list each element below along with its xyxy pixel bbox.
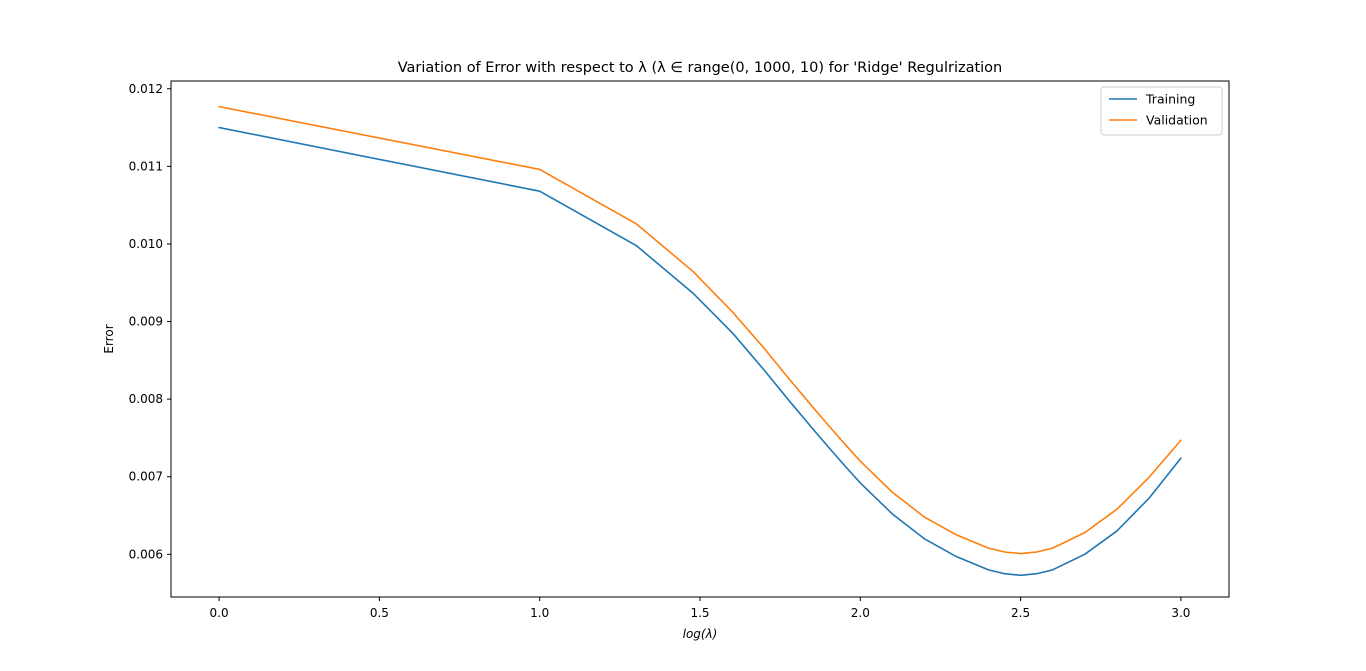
- y-tick-label: 0.007: [129, 470, 163, 484]
- x-axis-ticks: 0.0 0.5 1.0 1.5 2.0 2.5 3.0: [210, 597, 1190, 620]
- y-tick-label: 0.012: [129, 82, 163, 96]
- x-tick-label: 0.5: [370, 606, 389, 620]
- y-axis-ticks: 0.006 0.007 0.008 0.009 0.010 0.011 0.012: [129, 82, 171, 561]
- legend: Training Validation: [1100, 86, 1223, 136]
- x-tick-label: 3.0: [1171, 606, 1190, 620]
- series-line-training: [218, 126, 1182, 577]
- legend-label-training: Training: [1145, 92, 1195, 107]
- y-tick-label: 0.006: [129, 547, 163, 561]
- y-tick-label: 0.009: [129, 315, 163, 329]
- y-tick-label: 0.010: [129, 237, 163, 251]
- plot-frame: [170, 80, 1230, 598]
- x-axis-label: log(λ): [683, 627, 718, 641]
- series-layer: [218, 105, 1182, 577]
- series-line-validation: [218, 105, 1182, 555]
- x-tick-label: 1.0: [530, 606, 549, 620]
- x-tick-label: 2.5: [1011, 606, 1030, 620]
- x-tick-label: 2.0: [851, 606, 870, 620]
- legend-label-validation: Validation: [1146, 113, 1208, 128]
- y-tick-label: 0.011: [129, 159, 163, 173]
- y-tick-label: 0.008: [129, 392, 163, 406]
- x-tick-label: 1.5: [690, 606, 709, 620]
- x-tick-label: 0.0: [210, 606, 229, 620]
- y-axis-label: Error: [102, 324, 116, 353]
- chart-title: Variation of Error with respect to λ (λ …: [398, 60, 1003, 76]
